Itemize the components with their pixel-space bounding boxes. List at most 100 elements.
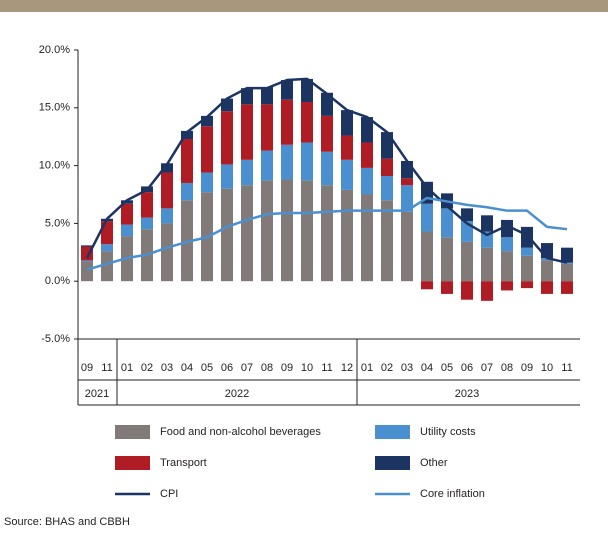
bar-segment bbox=[121, 203, 133, 225]
bar-segment bbox=[381, 200, 393, 282]
x-group-label: 2023 bbox=[455, 388, 479, 400]
x-tick-label: 03 bbox=[401, 362, 413, 374]
bar-segment bbox=[541, 260, 553, 282]
x-tick-label: 04 bbox=[181, 362, 193, 374]
bar-segment bbox=[301, 142, 313, 181]
x-tick-label: 02 bbox=[141, 362, 153, 374]
line-series bbox=[85, 77, 568, 264]
bar-segment bbox=[101, 244, 113, 252]
bar-segment bbox=[161, 223, 173, 282]
legend-swatch bbox=[375, 456, 410, 470]
legend-label: Food and non-alcohol beverages bbox=[160, 426, 321, 438]
bar-segment bbox=[501, 219, 513, 238]
bar-segment bbox=[321, 151, 333, 186]
bar-segment bbox=[201, 172, 213, 193]
bar-segment bbox=[481, 281, 493, 301]
x-tick-label: 08 bbox=[501, 362, 513, 374]
legend-swatch bbox=[115, 425, 150, 439]
bar-segment bbox=[281, 144, 293, 180]
bar-segment bbox=[81, 260, 93, 262]
y-tick-label: -5.0% bbox=[41, 333, 70, 345]
x-tick-label: 09 bbox=[281, 362, 293, 374]
legend-label: Utility costs bbox=[420, 426, 476, 438]
x-tick-label: 06 bbox=[461, 362, 473, 374]
bar-segment bbox=[501, 237, 513, 252]
x-tick-label: 10 bbox=[301, 362, 313, 374]
bar-segment bbox=[261, 180, 273, 282]
x-tick-label: 05 bbox=[441, 362, 453, 374]
bar-segment bbox=[201, 115, 213, 127]
bar-segment bbox=[281, 80, 293, 100]
bar-segment bbox=[181, 139, 193, 183]
bar-segment bbox=[321, 115, 333, 152]
legend-swatch bbox=[375, 425, 410, 439]
bar-segment bbox=[381, 132, 393, 159]
bar-segment bbox=[101, 251, 113, 282]
bar-segment bbox=[461, 281, 473, 300]
bar-segment bbox=[561, 281, 573, 294]
x-tick-label: 09 bbox=[521, 362, 533, 374]
x-tick-label: 03 bbox=[161, 362, 173, 374]
x-tick-label: 11 bbox=[561, 362, 572, 374]
bar-segment bbox=[321, 92, 333, 116]
bar-segment bbox=[521, 281, 533, 289]
bar-segment bbox=[121, 200, 133, 204]
bar-segment bbox=[561, 247, 573, 263]
bar-segment bbox=[341, 159, 353, 190]
x-tick-label: 11 bbox=[101, 362, 112, 374]
legend-label: Transport bbox=[160, 457, 207, 469]
bar-segment bbox=[281, 99, 293, 145]
bar-segment bbox=[301, 78, 313, 103]
bar-segment bbox=[361, 142, 373, 168]
bar-segment bbox=[261, 150, 273, 181]
bar-segment bbox=[561, 263, 573, 282]
y-tick-label: 20.0% bbox=[39, 44, 70, 56]
bar-segment bbox=[481, 231, 493, 248]
bar-segment bbox=[261, 86, 273, 105]
bar-segment bbox=[461, 241, 473, 282]
bar-segment bbox=[301, 102, 313, 143]
bar-segment bbox=[381, 158, 393, 177]
x-tick-label: 01 bbox=[121, 362, 133, 374]
y-tick-label: 5.0% bbox=[45, 217, 70, 229]
y-tick-label: 10.0% bbox=[39, 160, 70, 172]
x-tick-label: 07 bbox=[481, 362, 493, 374]
x-tick-label: 02 bbox=[381, 362, 393, 374]
legend-swatch bbox=[115, 456, 150, 470]
bar-segment bbox=[561, 262, 573, 264]
bar-segment bbox=[481, 247, 493, 282]
x-tick-label: 05 bbox=[201, 362, 213, 374]
bar-segment bbox=[301, 180, 313, 282]
bar-segment bbox=[361, 167, 373, 195]
bar-segment bbox=[181, 130, 193, 140]
bar-segment bbox=[221, 188, 233, 282]
bar-segment bbox=[461, 208, 473, 222]
bar-segment bbox=[421, 203, 433, 232]
bar-segment bbox=[421, 281, 433, 290]
x-tick-label: 09 bbox=[81, 362, 93, 374]
bar-segment bbox=[401, 211, 413, 282]
bar-segment bbox=[201, 126, 213, 173]
bar-segment bbox=[401, 178, 413, 186]
bar-segment bbox=[501, 281, 513, 291]
x-tick-label: 12 bbox=[341, 362, 353, 374]
y-tick-label: 0.0% bbox=[45, 275, 70, 287]
bar-segment bbox=[221, 111, 233, 165]
bar-segment bbox=[161, 208, 173, 224]
x-group-label: 2022 bbox=[225, 388, 249, 400]
bar-segment bbox=[521, 247, 533, 256]
bar-segment bbox=[441, 281, 453, 294]
bar-segment bbox=[141, 192, 153, 218]
bar-segment bbox=[401, 160, 413, 179]
bar-segment bbox=[521, 226, 533, 248]
bar-segment bbox=[241, 159, 253, 186]
bar-segment bbox=[221, 164, 233, 189]
bar-segment bbox=[361, 194, 373, 282]
bar-segment bbox=[361, 117, 373, 143]
bar-segment bbox=[161, 163, 173, 173]
bar-segment bbox=[241, 104, 253, 160]
y-tick-label: 15.0% bbox=[39, 102, 70, 114]
bar-segment bbox=[441, 208, 453, 238]
bar-segment bbox=[321, 185, 333, 282]
